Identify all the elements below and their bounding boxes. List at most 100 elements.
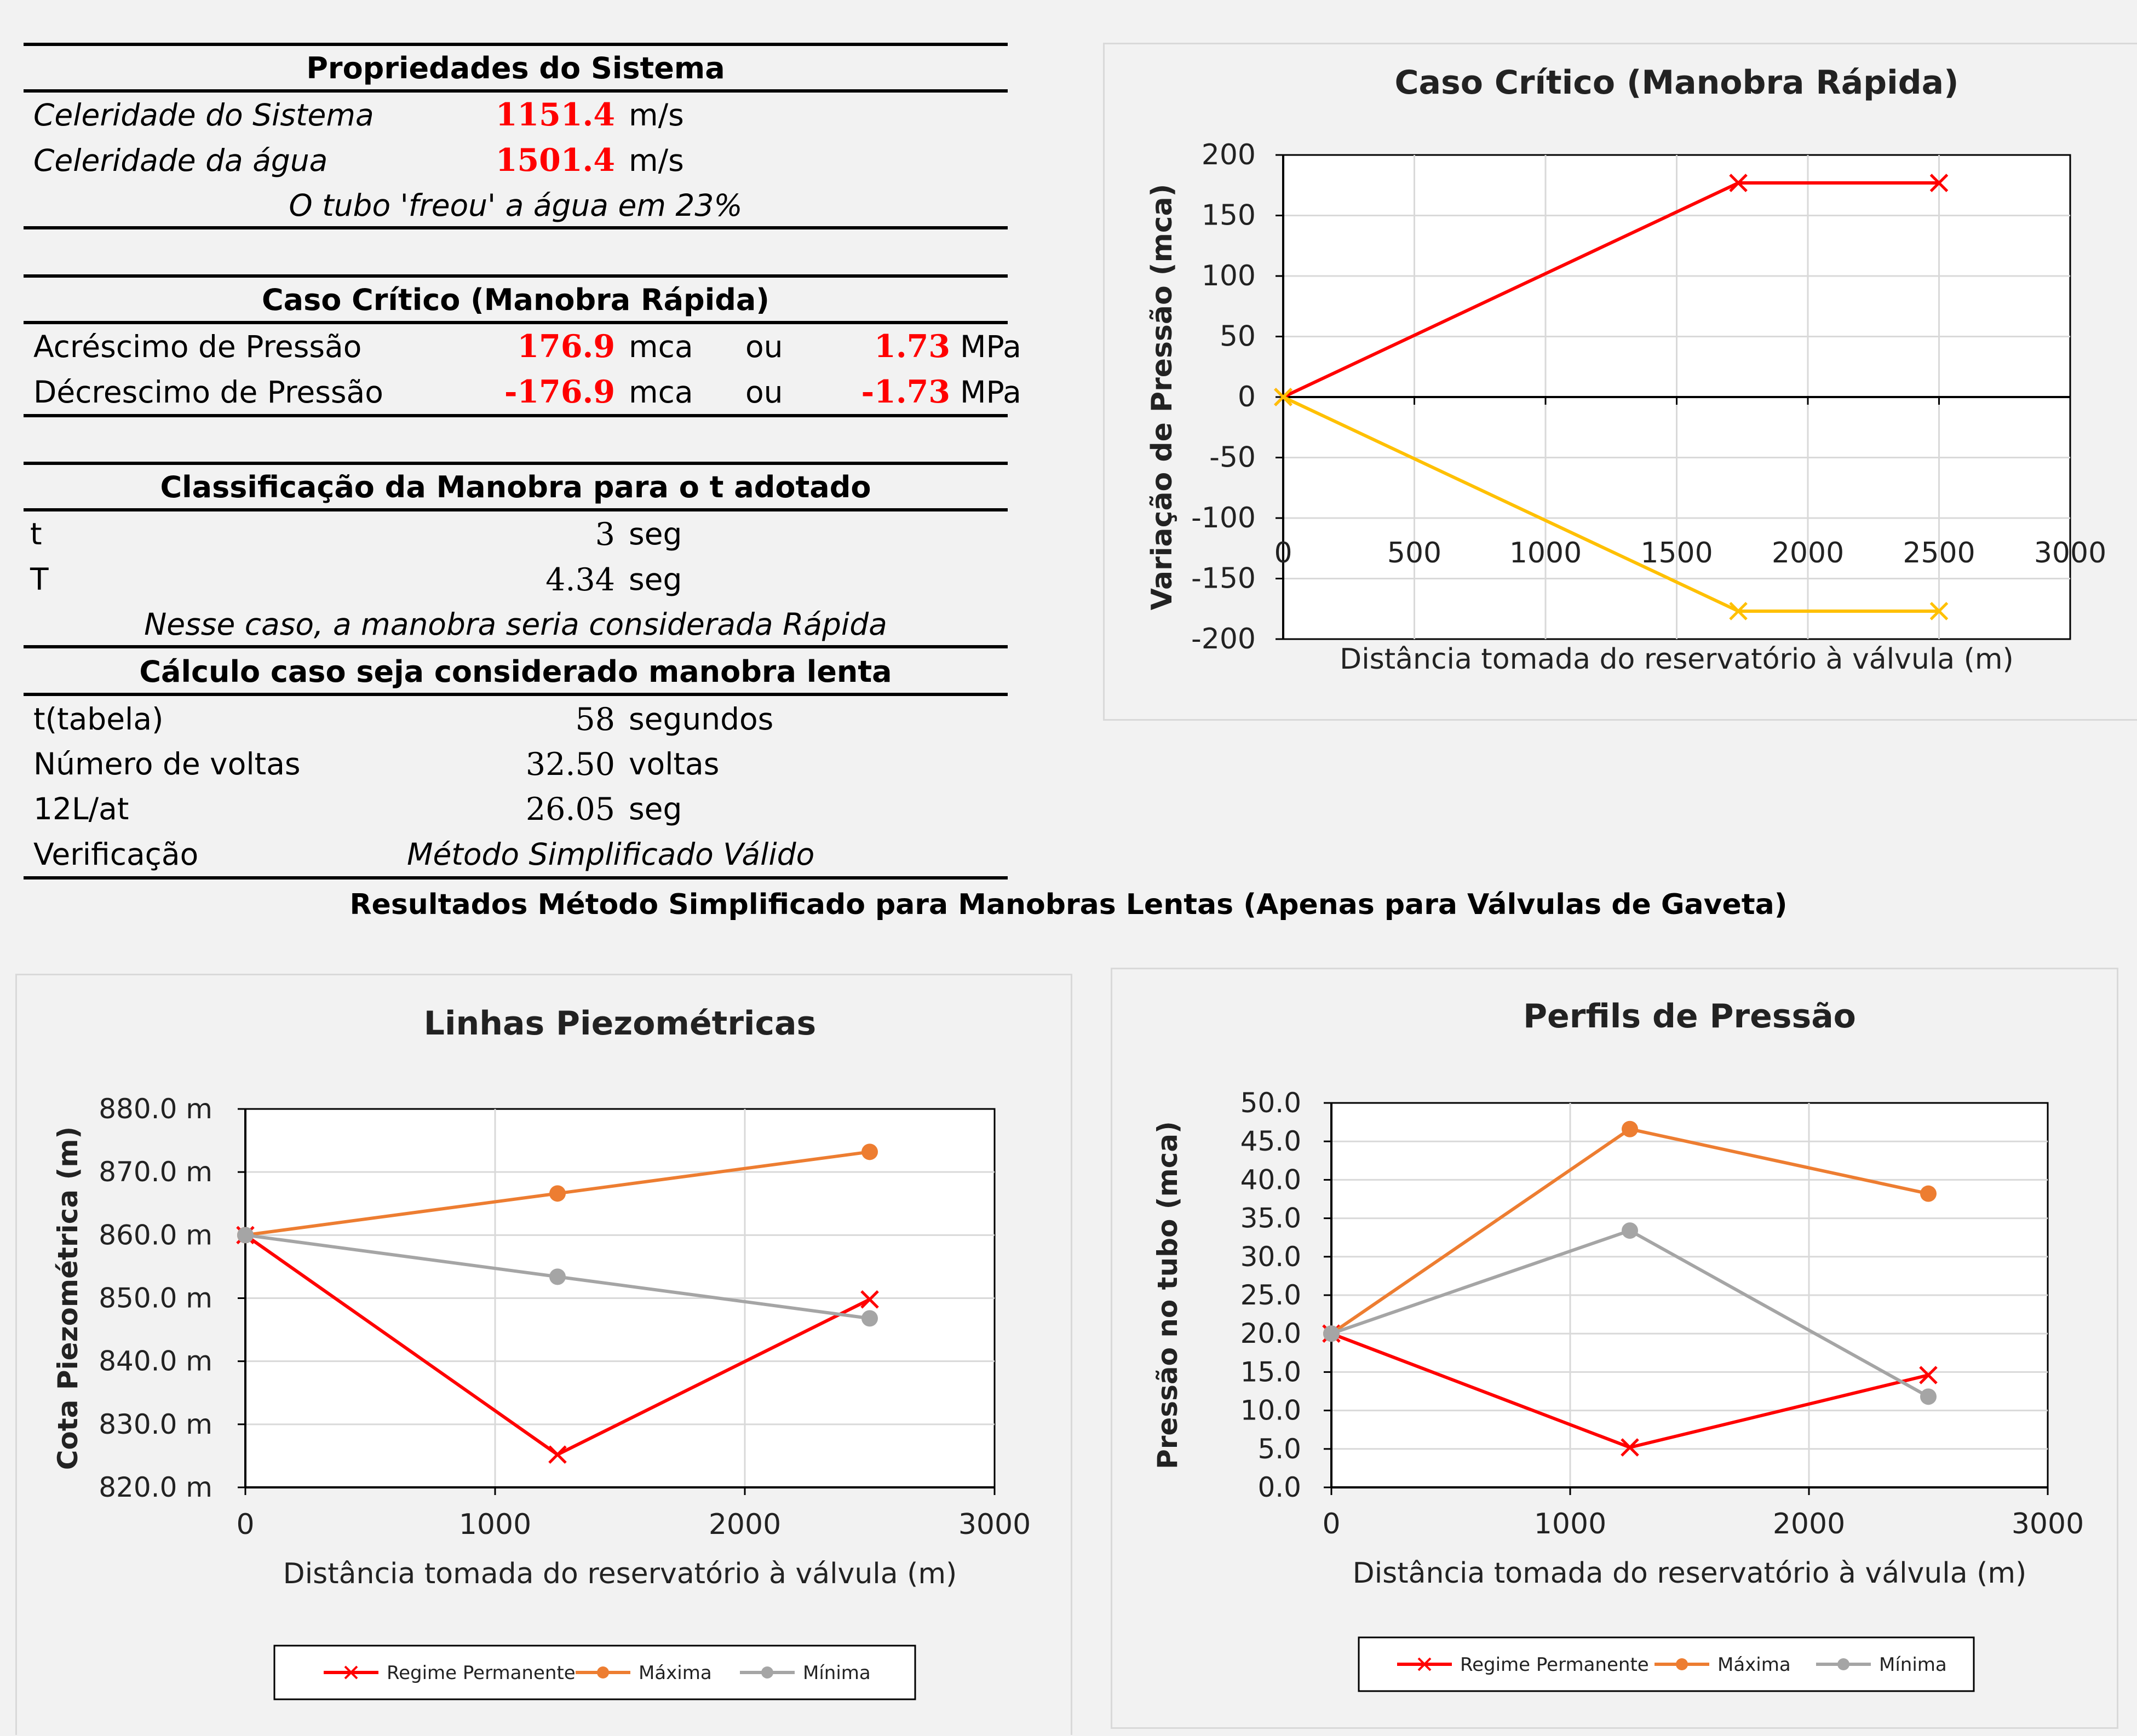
y-tick-label: 40.0 [1240, 1164, 1301, 1195]
x-axis-label: Distância tomada do reservatório à válvu… [283, 1557, 957, 1590]
divider [24, 43, 1008, 46]
celeridade-agua-unit: m/s [629, 143, 684, 178]
y-axis-label: Variação de Pressão (mca) [1146, 184, 1179, 611]
legend-marker-minima [1837, 1658, 1849, 1670]
chart-perfis: Perfils de Pressão 0 1000 2000 3000 0.0 5.0 10.… [1152, 997, 2084, 1692]
decrescimo-mpa-value: -1.73 [861, 373, 950, 410]
verificacao-value: Método Simplificado Válido [407, 837, 815, 872]
y-tick-label: 880.0 m [99, 1093, 212, 1125]
decrescimo-or: ou [745, 375, 783, 410]
chart-title: Perfils de Pressão [1523, 997, 1856, 1036]
numero-voltas-unit: voltas [629, 746, 720, 781]
y-tick-label: -50 [1209, 441, 1256, 474]
propriedades-note: O tubo 'freou' a água em 23% [289, 188, 743, 223]
y-tick-label: 25.0 [1240, 1279, 1301, 1311]
x-tick-label: 0 [1274, 537, 1292, 570]
classificacao-table: Classificação da Manobra para o t adotad… [24, 462, 1008, 883]
data-point-maxima [549, 1185, 566, 1202]
decrescimo-unit: mca [629, 375, 693, 410]
divider [24, 226, 1008, 229]
decrescimo-mpa-unit: MPa [960, 375, 1021, 410]
chart-piezo-panel: Linhas Piezométricas 0 1000 2000 3000 820.0 m… [15, 974, 1072, 1735]
x-tick-label: 1500 [1640, 537, 1713, 570]
y-axis-label: Cota Piezométrica (m) [52, 1126, 84, 1470]
y-tick-label: 30.0 [1240, 1241, 1301, 1273]
decrescimo-label: Décrescimo de Pressão [33, 375, 383, 410]
acrescimo-label: Acréscimo de Pressão [33, 329, 362, 364]
data-point-acrescimo [1729, 174, 1748, 192]
propriedades-title: Propriedades do Sistema [306, 51, 725, 85]
y-tick-label: -200 [1191, 623, 1256, 656]
y-tick-label: 820.0 m [99, 1471, 212, 1503]
classificacao-title: Classificação da Manobra para o t adotad… [160, 470, 871, 504]
y-tick-label: 0.0 [1257, 1471, 1301, 1503]
calculo-lenta-title: Cálculo caso seja considerado manobra le… [139, 654, 892, 689]
legend-marker-maxima [597, 1666, 609, 1678]
acrescimo-unit: mca [629, 329, 693, 364]
data-point-minima [237, 1227, 254, 1244]
celeridade-sistema-label: Celeridade do Sistema [33, 97, 374, 133]
x-tick-label: 3000 [958, 1508, 1031, 1541]
y-axis-label: Pressão no tubo (mca) [1152, 1121, 1184, 1469]
y-tick-label: 50.0 [1240, 1087, 1301, 1119]
celeridade-sistema-value: 1151.4 [495, 96, 615, 133]
chart-title: Caso Crítico (Manobra Rápida) [1395, 64, 1959, 102]
x-axis-label: Distância tomada do reservatório à válvu… [1353, 1557, 2027, 1590]
t-label: t [30, 516, 42, 551]
data-point-decrescimo [1274, 388, 1292, 406]
celeridade-sistema-unit: m/s [629, 97, 684, 133]
legend-marker-regime-permanente [1417, 1657, 1432, 1671]
y-tick-label: 45.0 [1240, 1125, 1301, 1157]
chart-perfis-panel: Perfils de Pressão 0 1000 2000 3000 0.0 5.0 10.… [1111, 968, 2118, 1729]
t-value: 3 [595, 516, 615, 553]
chart-critico: Caso Crítico (Manobra Rápida)0 500 1000 150… [1146, 64, 2106, 676]
data-point-minima [1323, 1325, 1340, 1342]
T-unit: seg [629, 562, 682, 597]
y-tick-label: -150 [1191, 562, 1256, 595]
y-tick-label: 15.0 [1240, 1356, 1301, 1388]
x-tick-label: 2500 [1903, 537, 1975, 570]
x-tick-label: 500 [1387, 537, 1441, 570]
T-value: 4.34 [545, 562, 615, 598]
acrescimo-mpa-unit: MPa [960, 329, 1021, 364]
y-tick-label: 870.0 m [99, 1156, 212, 1188]
divider [24, 508, 1008, 511]
divider [24, 89, 1008, 93]
data-point-minima [861, 1310, 878, 1327]
legend-marker-maxima [1676, 1658, 1688, 1670]
numero-voltas-value: 32.50 [525, 746, 615, 783]
data-point-maxima [1622, 1120, 1638, 1137]
y-tick-label: 0 [1238, 381, 1256, 413]
celeridade-agua-label: Celeridade da água [33, 143, 328, 178]
data-point-decrescimo [1729, 602, 1748, 620]
results-title: Resultados Método Simplificado para Mano… [349, 888, 1788, 921]
caso-critico-table: Caso Crítico (Manobra Rápida) Acréscimo … [24, 274, 1021, 422]
x-tick-label: 1000 [1534, 1508, 1606, 1540]
numero-voltas-label: Número de voltas [33, 746, 301, 781]
y-tick-label: 35.0 [1240, 1203, 1301, 1234]
data-point-regime-permanente [1919, 1366, 1938, 1384]
y-tick-label: 20.0 [1240, 1318, 1301, 1349]
data-point-maxima [1920, 1185, 1937, 1202]
propriedades-table: Propriedades do Sistema Celeridade do Si… [24, 43, 1008, 234]
chart-critico-panel: Caso Crítico (Manobra Rápida) 0 500 1000 150… [1103, 43, 2137, 721]
data-point-minima [549, 1268, 566, 1285]
y-tick-label: 50 [1220, 320, 1256, 353]
decrescimo-value: -176.9 [504, 373, 615, 410]
doze-l-at-value: 26.05 [525, 791, 615, 827]
caso-critico-title: Caso Crítico (Manobra Rápida) [262, 283, 769, 317]
x-tick-label: 2000 [1773, 1508, 1845, 1540]
x-tick-label: 2000 [1772, 537, 1844, 570]
x-tick-label: 3000 [2034, 537, 2106, 570]
doze-l-at-unit: seg [629, 791, 682, 826]
data-point-regime-permanente [1621, 1438, 1639, 1457]
x-tick-label: 1000 [459, 1508, 531, 1541]
legend-label-regime-permanente: Regime Permanente [1460, 1654, 1649, 1676]
legend-label-maxima: Máxima [639, 1662, 712, 1684]
y-tick-label: 860.0 m [99, 1219, 212, 1251]
divider [24, 274, 1008, 278]
y-tick-label: 830.0 m [99, 1409, 212, 1440]
x-tick-label: 0 [236, 1508, 254, 1541]
legend-label-maxima: Máxima [1717, 1654, 1791, 1676]
data-point-decrescimo [1929, 602, 1949, 620]
